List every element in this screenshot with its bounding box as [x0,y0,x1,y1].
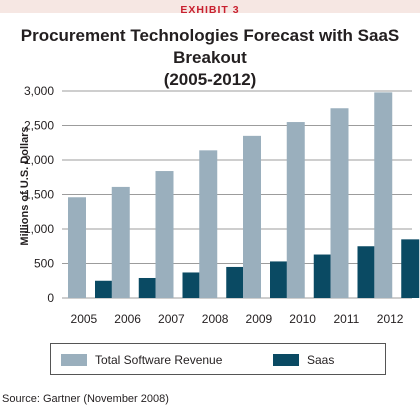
bar-saas [182,272,201,298]
bar-total [111,186,130,298]
legend-swatch-saas [273,354,299,366]
bar-saas [95,280,113,298]
bar-saas [138,277,157,298]
y-tick-labels: 0 500 1,000 1,500 2,000 2,500 3,000 [24,84,54,305]
bar-total [286,122,305,298]
x-tick-labels: 2005 2006 2007 2008 2009 2010 2011 2012 [71,312,404,326]
bar-saas [357,246,376,298]
chart-title-line2: (2005-2012) [163,70,257,89]
y-tick-label: 3,000 [24,84,54,98]
bar-total [155,171,174,298]
bar-saas [313,254,332,298]
legend-label-total: Total Software Revenue [95,353,223,367]
bar-saas [226,266,245,298]
x-tick-label: 2010 [289,312,316,326]
x-tick-label: 2009 [246,312,273,326]
chart-title-line1: Procurement Technologies Forecast with S… [20,26,400,67]
x-tick-label: 2012 [377,312,404,326]
y-tick-label: 2,500 [24,119,54,133]
y-tick-label: 2,000 [24,153,54,167]
x-tick-label: 2005 [71,312,98,326]
legend-item-saas: Saas [273,353,334,367]
x-tick-label: 2011 [333,312,359,326]
y-tick-label: 1,500 [24,188,54,202]
legend-label-saas: Saas [307,353,335,367]
y-tick-label: 0 [47,291,54,305]
y-tick-label: 1,000 [24,222,54,236]
bars [68,92,420,298]
x-tick-label: 2008 [202,312,229,326]
bar-saas [270,261,288,298]
source-note: Source: Gartner (November 2008) [2,393,169,405]
x-tick-label: 2007 [158,312,185,326]
bar-total [330,108,349,298]
exhibit-label: EXHIBIT 3 [180,4,240,16]
x-tick-label: 2006 [114,312,141,326]
exhibit-banner: EXHIBIT 3 [0,0,420,16]
bar-total [68,197,86,298]
bar-total [199,150,218,298]
bar-saas [401,239,420,298]
bar-total [243,135,261,298]
chart-title: Procurement Technologies Forecast with S… [0,25,420,91]
legend-item-total: Total Software Revenue [61,353,222,367]
legend-swatch-total [61,354,87,366]
bar-total [374,92,393,298]
y-tick-label: 500 [34,257,54,271]
legend: Total Software Revenue Saas [50,343,386,375]
